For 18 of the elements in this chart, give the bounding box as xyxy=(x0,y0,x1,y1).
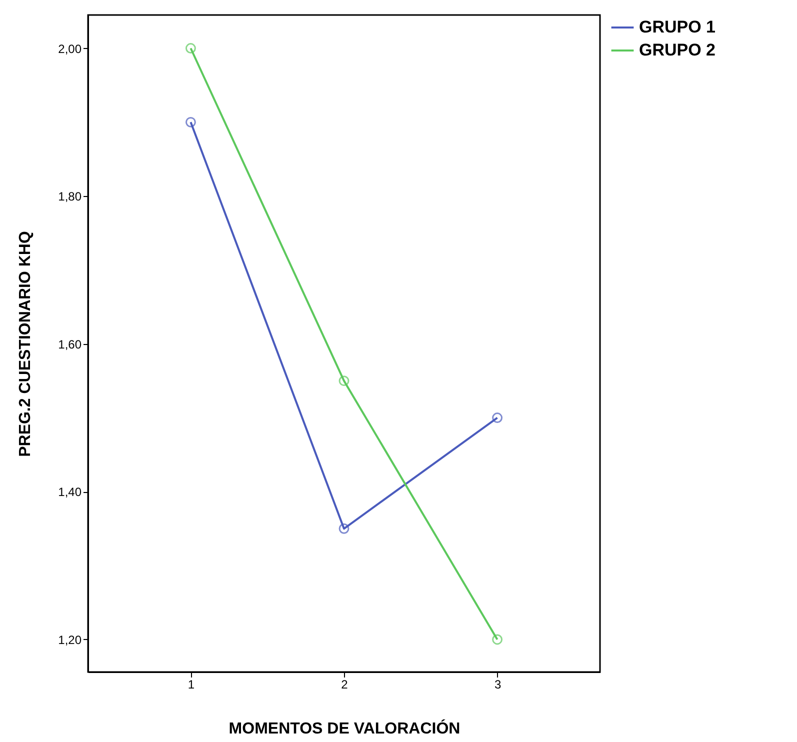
x-tick-label: 2 xyxy=(341,678,348,692)
point xyxy=(492,634,503,645)
x-axis-title: MOMENTOS DE VALORACIÓN xyxy=(228,718,460,738)
y-tick-label: 1,80 xyxy=(58,190,82,204)
point xyxy=(185,43,196,54)
point xyxy=(338,523,350,534)
x-tick-label: 3 xyxy=(494,678,502,692)
y-tick-label: 2,00 xyxy=(58,42,82,56)
y-tick-label: 1,40 xyxy=(58,485,82,500)
point xyxy=(185,116,196,128)
point xyxy=(492,412,503,423)
y-tick-label: 1,60 xyxy=(58,337,82,352)
y-tick-label: 1,20 xyxy=(58,632,82,647)
x-tick-label: 1 xyxy=(188,678,195,692)
point xyxy=(338,376,350,386)
y-axis-title: PREG.2 CUESTIONARIO KHQ xyxy=(17,231,34,457)
legend-label: GRUPO 2 xyxy=(639,40,716,60)
legend-label: GRUPO 1 xyxy=(639,18,716,36)
